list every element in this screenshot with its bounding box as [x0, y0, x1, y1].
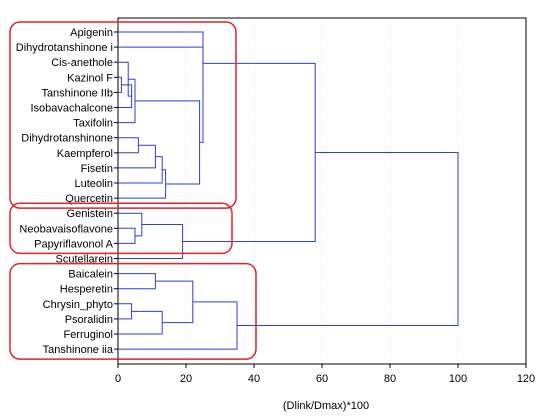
- leaf-label: Papyriflavonol A: [34, 238, 114, 250]
- dendrogram-link: [155, 280, 194, 324]
- dendrogram-link: [118, 273, 156, 290]
- dendrogram-link: [135, 100, 201, 185]
- dendrogram-link: [118, 31, 204, 95]
- dendrogram-link: [118, 212, 143, 237]
- leaf-label: Psoralidin: [65, 314, 113, 326]
- leaf-label: Taxifolin: [73, 118, 113, 130]
- leaf-label: Chrysin_phyto: [43, 299, 113, 311]
- x-tick-label: 80: [384, 373, 396, 385]
- leaf-label: Scutellarein: [56, 254, 113, 266]
- x-tick-label: 120: [517, 373, 535, 385]
- dendrogram-link: [118, 169, 167, 199]
- leaf-label: Luteolin: [74, 178, 113, 190]
- dendrogram-link: [118, 227, 136, 244]
- dendrogram-link: [118, 144, 156, 169]
- leaf-label: Dihydrotanshinone: [21, 133, 113, 145]
- leaf-label: Kazinol F: [67, 72, 113, 84]
- dendrogram-link: [118, 46, 204, 143]
- leaf-label: Kaempferol: [57, 148, 113, 160]
- leaf-label: Tanshinone IIb: [41, 87, 113, 99]
- cluster-box: [9, 262, 257, 360]
- dendrogram-link: [118, 303, 133, 320]
- leaf-label: Fisetin: [81, 163, 113, 175]
- x-tick-label: 100: [449, 373, 467, 385]
- leaf-label: Ferruginol: [63, 329, 113, 341]
- dendrogram-link: [237, 151, 459, 327]
- dendrogram-link: [118, 310, 163, 335]
- leaf-label: Quercetin: [65, 193, 113, 205]
- dendrogram-link: [118, 137, 139, 154]
- dendrogram-link: [118, 301, 238, 350]
- dendrogram-link: [118, 78, 136, 124]
- leaf-label: Apigenin: [70, 27, 113, 39]
- x-tick-label: 40: [248, 373, 260, 385]
- cluster-box: [9, 202, 233, 255]
- x-tick-label: 60: [316, 373, 328, 385]
- dendrogram-link: [182, 62, 316, 243]
- leaf-label: Hesperetin: [60, 284, 113, 296]
- x-tick-label: 0: [115, 373, 121, 385]
- x-tick-label: 20: [180, 373, 192, 385]
- leaf-label: Baicalein: [68, 269, 113, 281]
- leaf-label: Dihydrotanshinone i: [16, 42, 113, 54]
- dendrogram-link: [118, 76, 122, 93]
- leaf-label: Isobavachalcone: [30, 103, 113, 115]
- leaf-label: Genistein: [67, 208, 113, 220]
- leaf-label: Neobavaisoflavone: [19, 223, 113, 235]
- x-axis-title: (Dlink/Dmax)*100: [283, 400, 369, 412]
- leaf-label: Tanshinone iia: [43, 344, 114, 356]
- leaf-label: Cis-anethole: [51, 57, 113, 69]
- cluster-box: [9, 21, 237, 209]
